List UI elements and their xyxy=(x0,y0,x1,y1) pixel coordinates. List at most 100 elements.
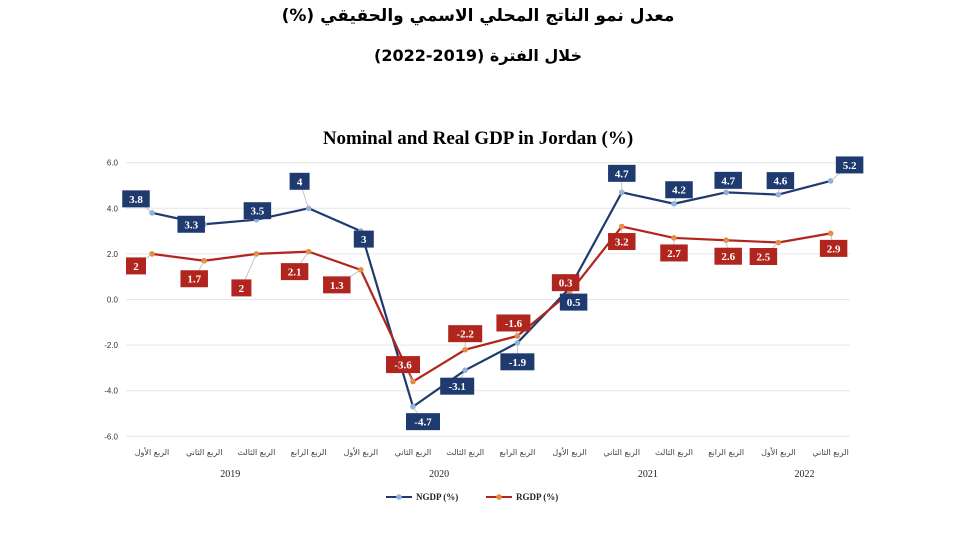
legend-ngdp-label: NGDP (%) xyxy=(416,492,458,502)
rgdp-point xyxy=(410,378,416,385)
x-tick-label: الربع الثالث xyxy=(237,448,275,457)
x-tick-label: الربع الأول xyxy=(344,447,379,457)
x-tick-label: الربع الثاني xyxy=(604,448,641,457)
x-tick-label: الربع الثاني xyxy=(812,448,849,457)
legend-rgdp-marker xyxy=(496,494,502,500)
ngdp-label-box xyxy=(440,377,475,395)
ngdp-data-label: -1.9 xyxy=(509,357,527,369)
rgdp-label-box xyxy=(551,274,580,292)
rgdp-data-label: 2.6 xyxy=(721,251,735,263)
rgdp-label-box xyxy=(608,233,636,251)
y-tick-label: 0.0 xyxy=(107,296,119,305)
rgdp-data-label: -1.6 xyxy=(505,318,523,330)
y-tick-label: -6.0 xyxy=(104,432,118,441)
rgdp-data-label: -3.6 xyxy=(394,360,412,372)
rgdp-label-box xyxy=(749,248,778,265)
axes: 6.0 4.0 2.0 0.0 -2.0 -4.0 -6.0 الربع الأول الربع… xyxy=(104,159,849,480)
ngdp-label-box xyxy=(289,172,310,190)
grid xyxy=(126,162,850,437)
ngdp-data-label: 4 xyxy=(297,176,303,188)
ngdp-data-label: 4.7 xyxy=(615,168,629,180)
x-tick-label: الربع الثالث xyxy=(446,448,484,457)
ngdp-data-label: 3.8 xyxy=(129,194,143,206)
ngdp-label-box xyxy=(714,171,742,189)
ngdp-data-label: 4.2 xyxy=(672,185,686,197)
rgdp-label-box xyxy=(819,239,848,257)
ngdp-data-label: 5.2 xyxy=(843,160,857,172)
ngdp-data-label: 3.5 xyxy=(251,206,265,218)
y-tick-label: 4.0 xyxy=(107,204,119,213)
rgdp-data-label: 2.5 xyxy=(757,252,771,264)
ngdp-label-box xyxy=(500,353,535,371)
ngdp-data-label: 4.6 xyxy=(774,176,788,188)
ngdp-label-box xyxy=(608,164,636,182)
rgdp-data-label: 3.2 xyxy=(615,237,629,249)
ngdp-label-box xyxy=(177,215,205,233)
ngdp-label-box xyxy=(406,413,440,431)
ngdp-label-box xyxy=(665,181,693,199)
rgdp-point xyxy=(462,346,469,353)
rgdp-data-label: 2 xyxy=(239,283,245,295)
rgdp-point xyxy=(305,248,312,255)
rgdp-data-label: 2.9 xyxy=(827,243,841,255)
x-tick-label: الربع الرابع xyxy=(708,448,744,457)
rgdp-data-label: 2.7 xyxy=(667,248,681,260)
x-tick-label: الربع الأول xyxy=(761,447,796,457)
rgdp-label-box xyxy=(386,356,420,374)
legend-rgdp-label: RGDP (%) xyxy=(516,492,558,502)
rgdp-label-box xyxy=(280,263,309,281)
arabic-title-line1: معدل نمو الناتج المحلي الاسمي والحقيقي (… xyxy=(281,6,675,26)
x-tick-label: الربع الأول xyxy=(552,447,587,457)
ngdp-data-label: 0.5 xyxy=(567,297,581,309)
rgdp-point xyxy=(514,333,521,339)
y-tick-label: -2.0 xyxy=(104,341,118,350)
rgdp-label-box xyxy=(660,244,688,262)
rgdp-data-label: 1.3 xyxy=(330,280,344,292)
ngdp-label-box xyxy=(353,230,374,248)
ngdp-data-label: -4.7 xyxy=(414,417,432,429)
y-tick-label: 2.0 xyxy=(107,250,119,259)
ngdp-point xyxy=(723,189,729,196)
rgdp-label-box xyxy=(448,325,483,343)
rgdp-label-box xyxy=(180,270,208,288)
rgdp-data-label: 1.7 xyxy=(187,274,201,286)
rgdp-data-label: 2 xyxy=(133,261,139,273)
year-label: 2021 xyxy=(638,469,658,480)
ngdp-label-box xyxy=(243,202,272,220)
rgdp-data-label: -2.2 xyxy=(456,329,474,341)
ngdp-data-label: 4.7 xyxy=(721,175,735,187)
year-label: 2020 xyxy=(429,469,449,480)
x-tick-label: الربع الثاني xyxy=(186,448,223,457)
data-labels: 3.8 3.3 3.5 4 3 -4.7 -3.1 -1.9 0.5 4.7 4.2 4.7 4.6 5.… xyxy=(122,156,864,431)
x-tick-label: الربع الرابع xyxy=(499,448,535,457)
ngdp-data-label: 3 xyxy=(361,234,367,246)
y-tick-label: -4.0 xyxy=(104,387,118,396)
x-tick-label: الربع الأول xyxy=(135,447,170,457)
rgdp-line xyxy=(151,225,831,383)
rgdp-label-box xyxy=(714,247,742,265)
x-tick-label: الربع الرابع xyxy=(291,448,327,457)
ngdp-data-label: 3.3 xyxy=(184,219,198,231)
arabic-title-line2: خلال الفترة (2019-2022) xyxy=(374,46,582,65)
rgdp-data-label: 0.3 xyxy=(559,278,573,290)
y-tick-label: 6.0 xyxy=(107,159,119,168)
x-tick-label: الربع الثاني xyxy=(395,448,432,457)
ngdp-label-box xyxy=(122,190,150,208)
legend-ngdp-marker xyxy=(396,494,402,500)
ngdp-point xyxy=(305,205,312,212)
ngdp-label-box xyxy=(559,293,588,311)
rgdp-data-label: 2.1 xyxy=(288,267,302,279)
rgdp-label-box xyxy=(231,279,252,297)
x-tick-label: الربع الثالث xyxy=(655,448,693,457)
ngdp-label-box xyxy=(835,156,864,174)
legend: NGDP (%) RGDP (%) xyxy=(386,492,558,502)
rgdp-label-box xyxy=(323,276,351,294)
year-label: 2019 xyxy=(220,469,240,480)
ngdp-data-label: -3.1 xyxy=(448,381,465,393)
rgdp-label-box xyxy=(126,257,146,275)
ngdp-label-box xyxy=(766,172,795,190)
rgdp-label-box xyxy=(496,314,531,332)
year-label: 2022 xyxy=(795,469,815,480)
chart-title: Nominal and Real GDP in Jordan (%) xyxy=(323,128,633,149)
